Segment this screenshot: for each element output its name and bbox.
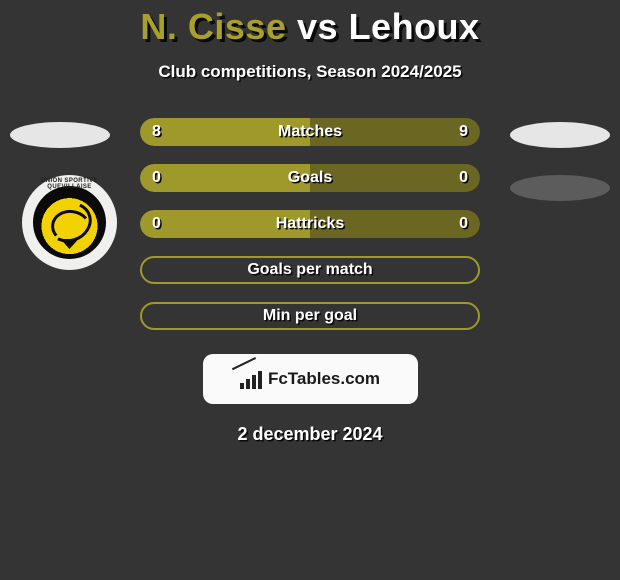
page-title: N. Cisse vs Lehoux [0, 0, 620, 48]
stat-value-right: 9 [459, 123, 468, 141]
date-text: 2 december 2024 [0, 424, 620, 445]
player1-club-badge: UNION SPORTIVE QUEVILLAISE [22, 175, 117, 270]
stat-row: Goals00 [140, 164, 480, 192]
stat-label: Min per goal [142, 307, 478, 325]
badge-inner [33, 186, 106, 259]
stat-row: Matches89 [140, 118, 480, 146]
brand-box: FcTables.com [203, 354, 418, 404]
brand-chart-icon [240, 369, 262, 389]
subtitle: Club competitions, Season 2024/2025 [0, 62, 620, 82]
stat-value-left: 0 [152, 215, 161, 233]
brand-text: FcTables.com [268, 369, 380, 389]
stat-value-left: 8 [152, 123, 161, 141]
player2-name: Lehoux [349, 6, 480, 47]
stat-value-left: 0 [152, 169, 161, 187]
stat-value-right: 0 [459, 215, 468, 233]
stat-label: Goals per match [142, 261, 478, 279]
stat-value-right: 0 [459, 169, 468, 187]
stat-row: Min per goal [140, 302, 480, 330]
title-vs: vs [297, 6, 338, 47]
player1-name: N. Cisse [140, 6, 286, 47]
player2-placeholder-oval [510, 122, 610, 148]
player1-placeholder-oval [10, 122, 110, 148]
card-container: N. Cisse vs Lehoux Club competitions, Se… [0, 0, 620, 580]
badge-chevron-icon [61, 239, 79, 249]
badge-text: UNION SPORTIVE QUEVILLAISE [22, 178, 117, 190]
stat-row: Goals per match [140, 256, 480, 284]
player2-club-placeholder-oval [510, 175, 610, 201]
stat-row: Hattricks00 [140, 210, 480, 238]
